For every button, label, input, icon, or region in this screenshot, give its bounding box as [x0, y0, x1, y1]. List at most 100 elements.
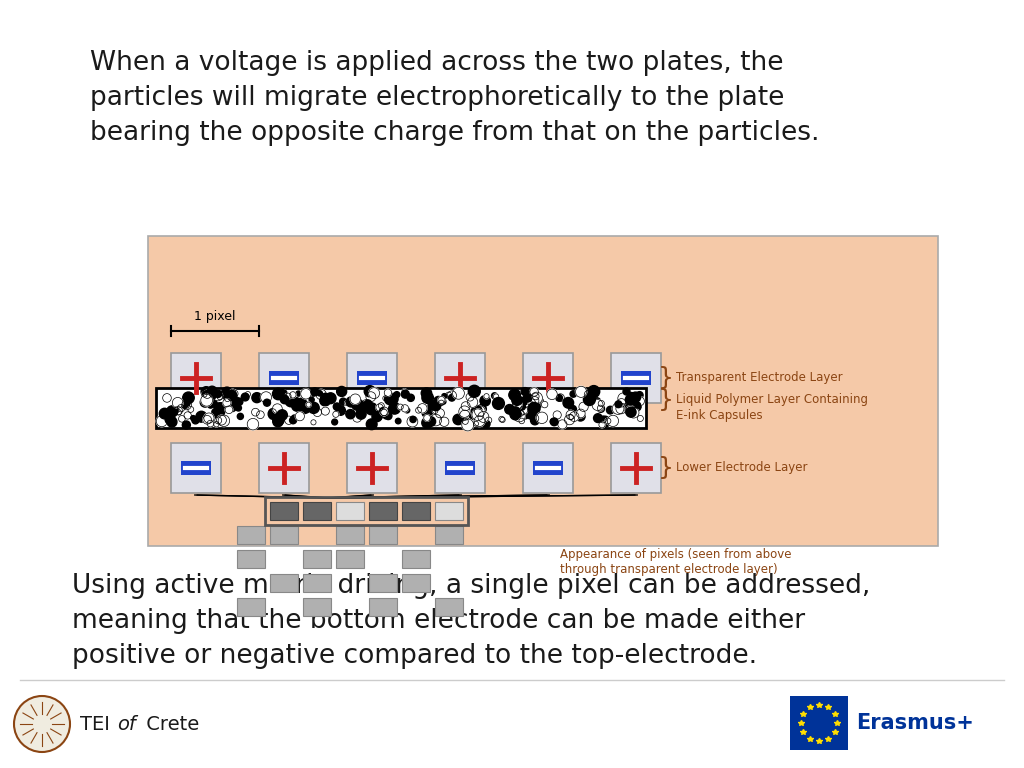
- Circle shape: [511, 407, 520, 415]
- Circle shape: [529, 403, 539, 412]
- Circle shape: [397, 404, 403, 410]
- Circle shape: [530, 392, 543, 404]
- Circle shape: [167, 406, 178, 417]
- Circle shape: [365, 400, 372, 408]
- Circle shape: [401, 390, 410, 398]
- Circle shape: [385, 412, 392, 419]
- Circle shape: [191, 417, 199, 424]
- Circle shape: [625, 406, 636, 416]
- Bar: [435, 526, 463, 544]
- Circle shape: [462, 419, 474, 431]
- Circle shape: [404, 408, 410, 413]
- Circle shape: [598, 400, 604, 407]
- Circle shape: [402, 389, 407, 394]
- Circle shape: [346, 397, 356, 407]
- Circle shape: [469, 409, 479, 419]
- Circle shape: [378, 402, 384, 409]
- Circle shape: [384, 389, 391, 396]
- Circle shape: [519, 418, 524, 424]
- Bar: [156, 388, 646, 428]
- Circle shape: [260, 392, 271, 402]
- Circle shape: [361, 399, 371, 409]
- Circle shape: [381, 409, 387, 415]
- Circle shape: [203, 392, 212, 401]
- Circle shape: [428, 402, 436, 409]
- Circle shape: [615, 401, 622, 408]
- Circle shape: [461, 402, 470, 411]
- Circle shape: [332, 419, 338, 425]
- Circle shape: [272, 414, 285, 425]
- Circle shape: [510, 409, 521, 420]
- Circle shape: [301, 389, 311, 399]
- Circle shape: [227, 393, 234, 401]
- Circle shape: [585, 390, 593, 399]
- Circle shape: [203, 390, 211, 399]
- Text: E-ink Capsules: E-ink Capsules: [676, 409, 763, 422]
- Circle shape: [462, 419, 468, 425]
- Bar: [270, 526, 298, 544]
- Circle shape: [569, 409, 575, 415]
- Circle shape: [626, 407, 636, 417]
- Circle shape: [204, 398, 210, 403]
- Bar: [402, 550, 430, 568]
- Bar: [445, 461, 475, 475]
- Circle shape: [606, 406, 614, 414]
- Circle shape: [372, 412, 382, 422]
- Circle shape: [167, 417, 177, 427]
- Bar: [370, 526, 397, 544]
- Circle shape: [213, 392, 222, 401]
- Circle shape: [527, 405, 538, 415]
- Text: of: of: [117, 714, 136, 733]
- Circle shape: [238, 413, 244, 419]
- Circle shape: [509, 389, 520, 401]
- Circle shape: [285, 395, 297, 407]
- Bar: [370, 502, 397, 520]
- Circle shape: [208, 402, 214, 408]
- Bar: [435, 443, 485, 493]
- Circle shape: [447, 391, 457, 400]
- Bar: [790, 696, 848, 750]
- Circle shape: [224, 396, 230, 402]
- Circle shape: [210, 391, 216, 397]
- Circle shape: [311, 420, 316, 425]
- Circle shape: [558, 420, 567, 429]
- Circle shape: [322, 407, 330, 415]
- Circle shape: [203, 391, 210, 399]
- Circle shape: [592, 399, 603, 411]
- Text: Transparent Electrode Layer: Transparent Electrode Layer: [676, 372, 843, 385]
- Circle shape: [505, 405, 514, 414]
- Circle shape: [380, 408, 385, 413]
- Text: }: }: [658, 456, 674, 480]
- Circle shape: [365, 386, 376, 397]
- Circle shape: [181, 401, 188, 409]
- Bar: [259, 353, 309, 403]
- Circle shape: [617, 399, 626, 407]
- Circle shape: [383, 396, 388, 401]
- Bar: [336, 550, 365, 568]
- Circle shape: [626, 404, 637, 415]
- Circle shape: [597, 406, 603, 411]
- Circle shape: [434, 396, 443, 406]
- Circle shape: [408, 394, 415, 402]
- Circle shape: [521, 396, 529, 405]
- Circle shape: [228, 404, 237, 412]
- Circle shape: [424, 415, 430, 422]
- Bar: [357, 371, 387, 385]
- Circle shape: [309, 389, 316, 396]
- Text: TEI: TEI: [80, 714, 116, 733]
- Circle shape: [394, 392, 399, 398]
- Text: }: }: [658, 366, 674, 390]
- Circle shape: [500, 417, 505, 422]
- Circle shape: [563, 398, 573, 408]
- Circle shape: [553, 411, 561, 419]
- Circle shape: [172, 398, 183, 409]
- Bar: [238, 526, 265, 544]
- Circle shape: [281, 390, 287, 396]
- Circle shape: [484, 393, 489, 399]
- Circle shape: [245, 392, 251, 397]
- Circle shape: [223, 399, 231, 407]
- Circle shape: [356, 409, 367, 419]
- Circle shape: [478, 412, 488, 422]
- Circle shape: [492, 392, 498, 399]
- Circle shape: [336, 406, 345, 415]
